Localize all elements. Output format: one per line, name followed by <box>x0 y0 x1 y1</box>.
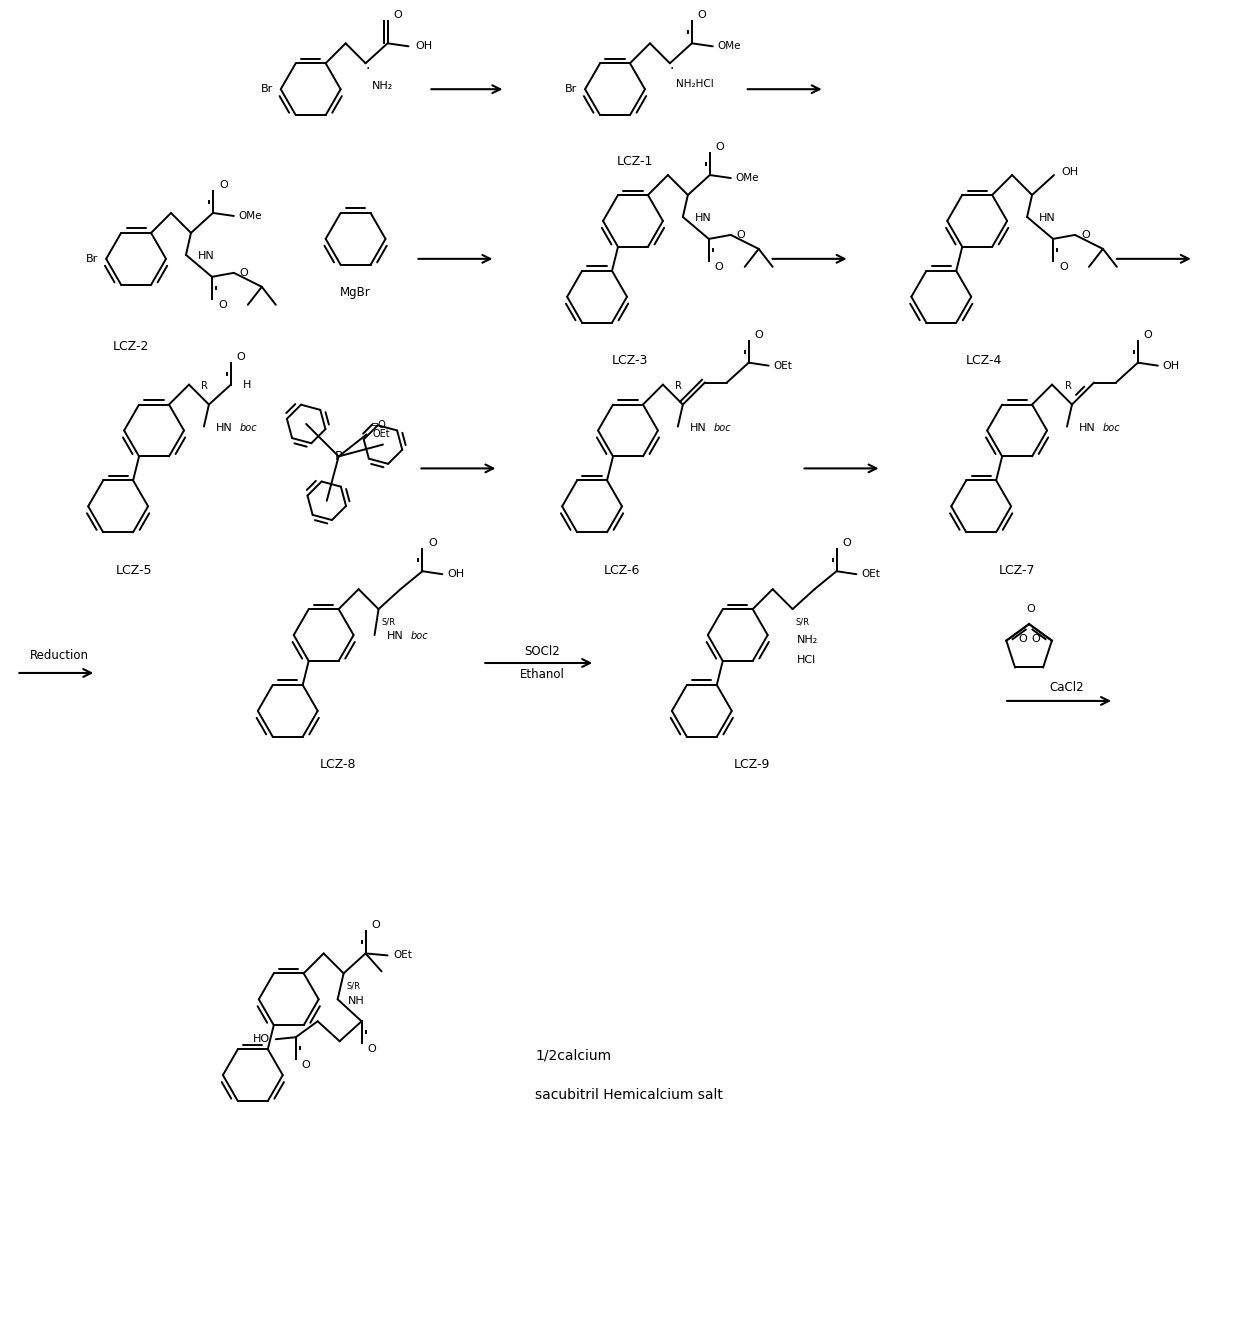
Text: HN: HN <box>387 631 403 642</box>
Text: NH: NH <box>347 996 365 1007</box>
Text: OMe: OMe <box>239 210 263 221</box>
Text: HO: HO <box>253 1035 270 1044</box>
Text: R: R <box>1065 381 1071 390</box>
Text: Br: Br <box>260 85 273 94</box>
Text: O: O <box>429 538 438 548</box>
Text: OEt: OEt <box>393 950 413 960</box>
Text: OH: OH <box>1163 361 1180 370</box>
Text: OEt: OEt <box>774 361 792 370</box>
Text: boc: boc <box>410 631 428 642</box>
Text: O: O <box>714 262 723 271</box>
Text: S/R: S/R <box>347 982 361 991</box>
Text: OH: OH <box>448 569 465 579</box>
Text: S/R: S/R <box>796 617 810 626</box>
Text: O: O <box>737 230 745 239</box>
Text: LCZ-9: LCZ-9 <box>734 758 770 771</box>
Text: ·: · <box>670 62 675 77</box>
Text: sacubitril Hemicalcium salt: sacubitril Hemicalcium salt <box>536 1088 723 1102</box>
Text: 1/2calcium: 1/2calcium <box>536 1048 611 1062</box>
Text: LCZ-8: LCZ-8 <box>320 758 356 771</box>
Text: O: O <box>1032 634 1040 643</box>
Text: NH₂: NH₂ <box>796 635 818 646</box>
Text: O: O <box>219 180 228 191</box>
Text: MgBr: MgBr <box>340 286 371 299</box>
Text: LCZ-2: LCZ-2 <box>113 340 149 353</box>
Text: O: O <box>1143 329 1152 340</box>
Text: O: O <box>715 142 724 152</box>
Text: HN: HN <box>689 422 707 433</box>
Text: OEt: OEt <box>862 569 880 579</box>
Text: HCl: HCl <box>796 655 816 665</box>
Text: O: O <box>367 1044 376 1054</box>
Text: O: O <box>237 352 246 361</box>
Text: O: O <box>842 538 851 548</box>
Text: boc: boc <box>239 422 258 433</box>
Text: O: O <box>301 1060 310 1070</box>
Text: SOCl2: SOCl2 <box>525 644 560 658</box>
Text: LCZ-6: LCZ-6 <box>604 564 640 577</box>
Text: boc: boc <box>1102 422 1121 433</box>
Text: LCZ-3: LCZ-3 <box>611 355 649 368</box>
Text: H: H <box>243 380 252 389</box>
Text: ·: · <box>366 62 370 77</box>
Text: O: O <box>698 11 707 20</box>
Text: LCZ-5: LCZ-5 <box>115 564 153 577</box>
Text: Br: Br <box>86 254 98 263</box>
Text: HN: HN <box>1079 422 1096 433</box>
Text: NH₂: NH₂ <box>372 81 393 91</box>
Text: O: O <box>239 267 248 278</box>
Text: LCZ-1: LCZ-1 <box>616 155 653 168</box>
Text: LCZ-4: LCZ-4 <box>966 355 1002 368</box>
Text: OEt: OEt <box>372 430 391 439</box>
Text: O: O <box>218 300 227 310</box>
Text: O: O <box>1059 262 1068 271</box>
Text: OH: OH <box>415 41 433 52</box>
Text: O: O <box>1018 634 1027 643</box>
Text: HN: HN <box>216 422 233 433</box>
Text: Br: Br <box>565 85 577 94</box>
Text: CaCl2: CaCl2 <box>1050 681 1084 695</box>
Text: HN: HN <box>198 251 215 261</box>
Text: S/R: S/R <box>382 617 396 626</box>
Text: R: R <box>676 381 682 390</box>
Text: O: O <box>1027 605 1035 614</box>
Text: =O: =O <box>371 421 387 430</box>
Text: HN: HN <box>1039 213 1055 224</box>
Text: OMe: OMe <box>735 173 759 183</box>
Text: Reduction: Reduction <box>30 648 89 662</box>
Text: O: O <box>393 11 402 20</box>
Text: O: O <box>372 921 381 930</box>
Text: Ethanol: Ethanol <box>520 668 564 681</box>
Text: OH: OH <box>1061 167 1078 177</box>
Text: LCZ-7: LCZ-7 <box>999 564 1035 577</box>
Text: OMe: OMe <box>718 41 742 52</box>
Text: boc: boc <box>714 422 732 433</box>
Text: O: O <box>755 329 764 340</box>
Text: NH₂HCl: NH₂HCl <box>676 79 714 89</box>
Text: P: P <box>335 450 342 463</box>
Text: R: R <box>201 381 208 390</box>
Text: HN: HN <box>694 213 712 224</box>
Text: O: O <box>1081 230 1090 239</box>
